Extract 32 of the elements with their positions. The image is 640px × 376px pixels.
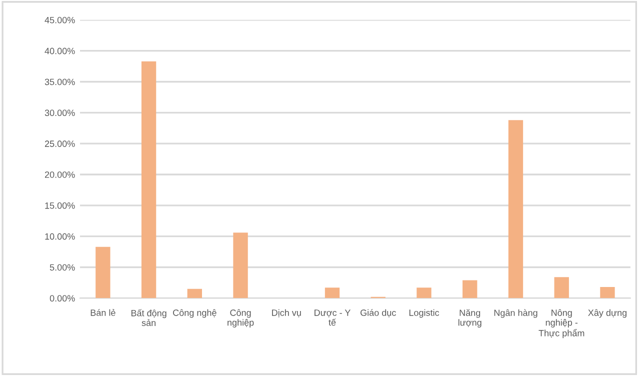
bar: [187, 288, 202, 298]
bar: [600, 287, 615, 298]
x-tick-label: Bán lẻ: [90, 309, 116, 316]
bar: [462, 280, 478, 298]
x-tick-label: Dịch vụ: [272, 309, 301, 318]
x-tick-label: Công nghiệp: [228, 309, 254, 328]
bar: [141, 61, 156, 298]
y-tick-label: 35.00%: [44, 78, 75, 86]
bar: [554, 277, 569, 298]
bar: [233, 232, 248, 298]
x-tick-label: Giáo dục: [360, 309, 396, 318]
x-tick-label: Dược - Y tế: [314, 310, 351, 326]
x-tick-label: Công nghệ: [173, 309, 216, 318]
x-tick-label: Xây dựng: [588, 309, 626, 318]
bar: [96, 246, 110, 298]
bar: [508, 120, 524, 298]
y-tick-label: 20.00%: [44, 171, 75, 178]
bar: [324, 288, 340, 298]
x-tick-label: Năng lượng: [458, 309, 482, 328]
x-tick-label: Bất động sản: [131, 309, 166, 326]
y-tick-label: 5.00%: [50, 264, 75, 271]
y-tick-label: 15.00%: [45, 202, 75, 209]
y-tick-label: 30.00%: [44, 110, 75, 116]
x-tick-label: Ngân hàng: [494, 309, 538, 318]
x-tick-label: Nông nghiệp - Thực phẩm: [538, 309, 584, 338]
bar: [416, 288, 432, 298]
y-tick-label: 0.00%: [50, 295, 75, 302]
y-tick-label: 10.00%: [45, 233, 75, 240]
y-tick-label: 45.00%: [44, 16, 75, 24]
y-tick-label: 40.00%: [44, 48, 75, 54]
y-tick-label: 25.00%: [44, 140, 75, 147]
x-tick-label: Logistic: [409, 309, 440, 318]
